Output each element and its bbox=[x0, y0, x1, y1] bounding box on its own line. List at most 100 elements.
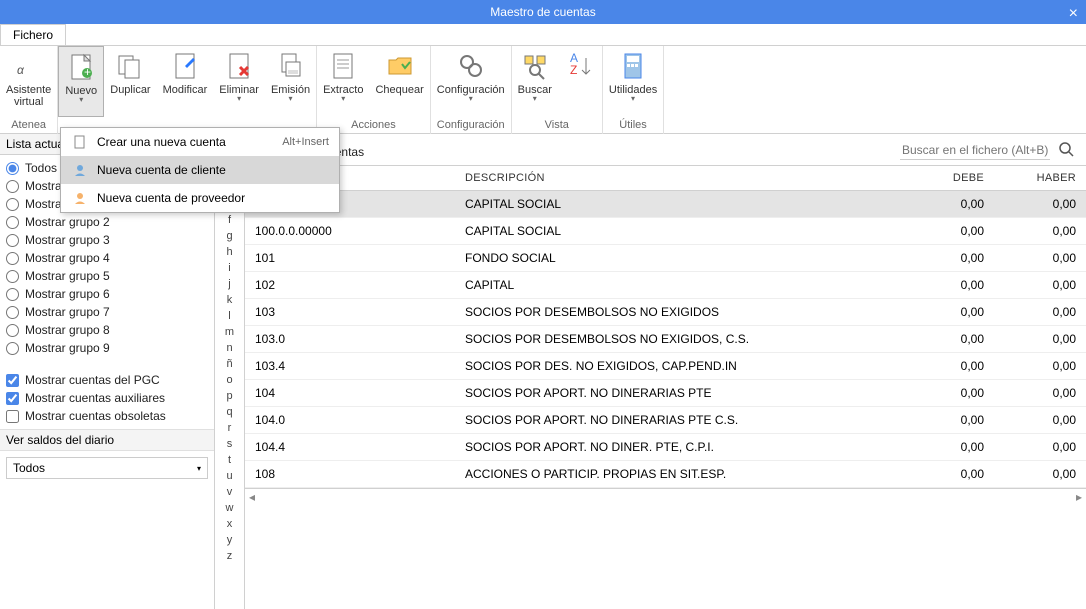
alpha-k[interactable]: k bbox=[215, 292, 244, 308]
grid-body: 100CAPITAL SOCIAL0,000,00100.0.0.00000CA… bbox=[245, 191, 1086, 488]
extracto-button[interactable]: Extracto ▾ bbox=[317, 46, 369, 117]
alpha-o[interactable]: o bbox=[215, 372, 244, 388]
close-icon[interactable]: × bbox=[1069, 2, 1078, 26]
asistente-virtual-button[interactable]: α Asistentevirtual bbox=[0, 46, 57, 117]
cell-debe: 0,00 bbox=[902, 353, 994, 379]
table-row[interactable]: 103.0SOCIOS POR DESEMBOLSOS NO EXIGIDOS,… bbox=[245, 326, 1086, 353]
radio-input[interactable] bbox=[6, 216, 19, 229]
ribbon-group-config: Configuración ▾ Configuración bbox=[431, 46, 512, 134]
check-2[interactable]: Mostrar cuentas obsoletas bbox=[6, 407, 208, 425]
ribbon-label: Duplicar bbox=[110, 84, 150, 96]
radio-8[interactable]: Mostrar grupo 7 bbox=[6, 303, 208, 321]
diario-combo[interactable]: Todos ▾ bbox=[6, 457, 208, 479]
radio-3[interactable]: Mostrar grupo 2 bbox=[6, 213, 208, 231]
alpha-p[interactable]: p bbox=[215, 388, 244, 404]
table-row[interactable]: 104.4SOCIOS POR APORT. NO DINER. PTE, C.… bbox=[245, 434, 1086, 461]
eliminar-button[interactable]: Eliminar ▾ bbox=[213, 46, 265, 117]
scroll-right-icon[interactable]: ▸ bbox=[1076, 490, 1082, 504]
alpha-r[interactable]: r bbox=[215, 420, 244, 436]
radio-input[interactable] bbox=[6, 324, 19, 337]
check-list: Mostrar cuentas del PGCMostrar cuentas a… bbox=[0, 367, 214, 429]
alpha-i[interactable]: i bbox=[215, 260, 244, 276]
alpha-l[interactable]: l bbox=[215, 308, 244, 324]
table-row[interactable]: 101FONDO SOCIAL0,000,00 bbox=[245, 245, 1086, 272]
utilidades-button[interactable]: Utilidades ▾ bbox=[603, 46, 663, 117]
radio-input[interactable] bbox=[6, 252, 19, 265]
alpha-f[interactable]: f bbox=[215, 212, 244, 228]
radio-input[interactable] bbox=[6, 234, 19, 247]
buscar-button[interactable]: Buscar ▾ bbox=[512, 46, 558, 117]
cell-haber: 0,00 bbox=[994, 326, 1086, 352]
checkbox-input[interactable] bbox=[6, 410, 19, 423]
alpha-z[interactable]: z bbox=[215, 548, 244, 564]
horizontal-scrollbar[interactable]: ◂ ▸ bbox=[245, 488, 1086, 504]
alpha-j[interactable]: j bbox=[215, 276, 244, 292]
radio-input[interactable] bbox=[6, 198, 19, 211]
checkbox-input[interactable] bbox=[6, 392, 19, 405]
modificar-button[interactable]: Modificar bbox=[157, 46, 214, 117]
radio-4[interactable]: Mostrar grupo 3 bbox=[6, 231, 208, 249]
search-icon[interactable] bbox=[1058, 141, 1074, 160]
alpha-y[interactable]: y bbox=[215, 532, 244, 548]
radio-label: Mostrar grupo 9 bbox=[25, 341, 110, 355]
table-row[interactable]: 100.0.0.00000CAPITAL SOCIAL0,000,00 bbox=[245, 218, 1086, 245]
duplicar-button[interactable]: Duplicar bbox=[104, 46, 156, 117]
radio-input[interactable] bbox=[6, 288, 19, 301]
radio-input[interactable] bbox=[6, 270, 19, 283]
col-header-debe[interactable]: DEBE bbox=[902, 166, 994, 190]
cell-debe: 0,00 bbox=[902, 434, 994, 460]
table-row[interactable]: 103SOCIOS POR DESEMBOLSOS NO EXIGIDOS0,0… bbox=[245, 299, 1086, 326]
radio-5[interactable]: Mostrar grupo 4 bbox=[6, 249, 208, 267]
table-row[interactable]: 104SOCIOS POR APORT. NO DINERARIAS PTE0,… bbox=[245, 380, 1086, 407]
table-row[interactable]: 104.0SOCIOS POR APORT. NO DINERARIAS PTE… bbox=[245, 407, 1086, 434]
calculator-icon bbox=[617, 50, 649, 82]
ribbon-label: Asistentevirtual bbox=[6, 84, 51, 108]
radio-10[interactable]: Mostrar grupo 9 bbox=[6, 339, 208, 357]
radio-6[interactable]: Mostrar grupo 5 bbox=[6, 267, 208, 285]
scroll-left-icon[interactable]: ◂ bbox=[249, 490, 255, 504]
dropdown-item[interactable]: Crear una nueva cuentaAlt+Insert bbox=[61, 128, 339, 156]
table-row[interactable]: 108ACCIONES O PARTICIP. PROPIAS EN SIT.E… bbox=[245, 461, 1086, 488]
col-header-descripcion[interactable]: DESCRIPCIÓN bbox=[455, 166, 902, 190]
alpha-q[interactable]: q bbox=[215, 404, 244, 420]
radio-7[interactable]: Mostrar grupo 6 bbox=[6, 285, 208, 303]
tab-fichero[interactable]: Fichero bbox=[0, 24, 66, 45]
dropdown-label: Nueva cuenta de proveedor bbox=[97, 191, 245, 205]
radio-input[interactable] bbox=[6, 180, 19, 193]
radio-input[interactable] bbox=[6, 342, 19, 355]
alpha-ñ[interactable]: ñ bbox=[215, 356, 244, 372]
search-input[interactable] bbox=[900, 141, 1050, 160]
sort-button[interactable]: AZ bbox=[558, 46, 602, 117]
cell-desc: CAPITAL SOCIAL bbox=[455, 191, 902, 217]
alpha-x[interactable]: x bbox=[215, 516, 244, 532]
alpha-n[interactable]: n bbox=[215, 340, 244, 356]
check-0[interactable]: Mostrar cuentas del PGC bbox=[6, 371, 208, 389]
alpha-t[interactable]: t bbox=[215, 452, 244, 468]
table-row[interactable]: 103.4SOCIOS POR DES. NO EXIGIDOS, CAP.PE… bbox=[245, 353, 1086, 380]
alpha-m[interactable]: m bbox=[215, 324, 244, 340]
configuracion-button[interactable]: Configuración ▾ bbox=[431, 46, 511, 117]
dropdown-item[interactable]: Nueva cuenta de proveedor bbox=[61, 184, 339, 212]
alpha-v[interactable]: v bbox=[215, 484, 244, 500]
nuevo-button[interactable]: + Nuevo ▾ bbox=[58, 46, 104, 117]
col-header-haber[interactable]: HABER bbox=[994, 166, 1086, 190]
alpha-h[interactable]: h bbox=[215, 244, 244, 260]
cell-desc: SOCIOS POR APORT. NO DINERARIAS PTE bbox=[455, 380, 902, 406]
alpha-u[interactable]: u bbox=[215, 468, 244, 484]
dropdown-item[interactable]: Nueva cuenta de cliente bbox=[61, 156, 339, 184]
checkbox-input[interactable] bbox=[6, 374, 19, 387]
alpha-w[interactable]: w bbox=[215, 500, 244, 516]
table-row[interactable]: 102CAPITAL0,000,00 bbox=[245, 272, 1086, 299]
radio-label: Mostrar grupo 5 bbox=[25, 269, 110, 283]
radio-9[interactable]: Mostrar grupo 8 bbox=[6, 321, 208, 339]
check-1[interactable]: Mostrar cuentas auxiliares bbox=[6, 389, 208, 407]
edit-icon bbox=[169, 50, 201, 82]
cell-cuenta: 104.4 bbox=[245, 434, 455, 460]
alpha-g[interactable]: g bbox=[215, 228, 244, 244]
chequear-button[interactable]: Chequear bbox=[369, 46, 429, 117]
table-row[interactable]: 100CAPITAL SOCIAL0,000,00 bbox=[245, 191, 1086, 218]
alpha-s[interactable]: s bbox=[215, 436, 244, 452]
emision-button[interactable]: Emisión ▾ bbox=[265, 46, 316, 117]
radio-input[interactable] bbox=[6, 306, 19, 319]
radio-input[interactable] bbox=[6, 162, 19, 175]
